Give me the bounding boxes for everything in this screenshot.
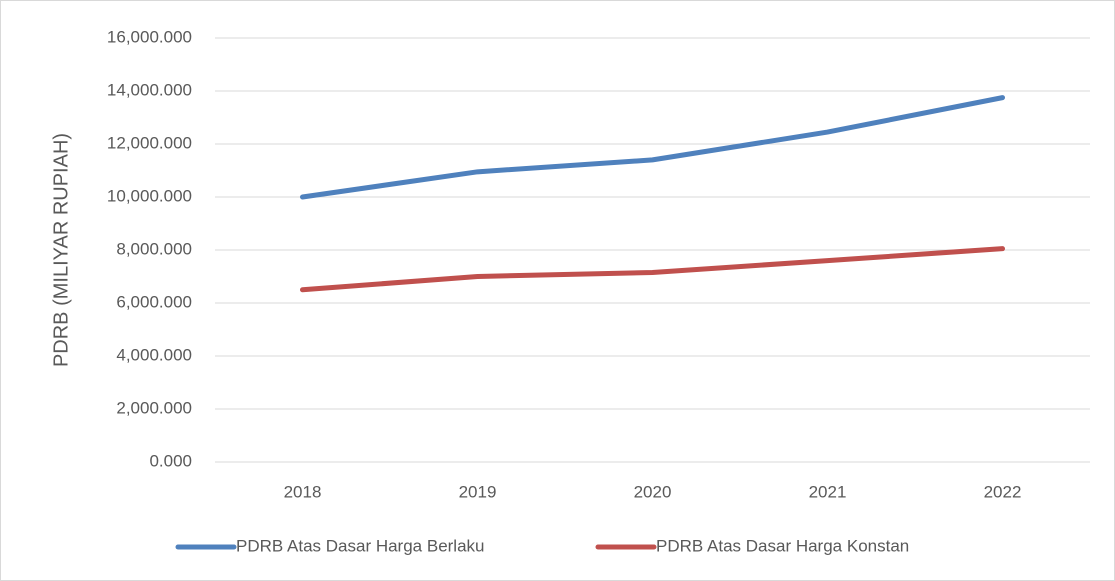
legend-label: PDRB Atas Dasar Harga Berlaku (236, 536, 485, 555)
y-tick-label: 0.000 (149, 451, 192, 470)
y-tick-label: 10,000.000 (107, 186, 192, 205)
x-tick-label: 2019 (459, 482, 497, 501)
y-tick-label: 16,000.000 (107, 27, 192, 46)
y-tick-label: 12,000.000 (107, 133, 192, 152)
x-tick-label: 2018 (284, 482, 322, 501)
y-tick-label: 6,000.000 (116, 292, 192, 311)
series-line (300, 95, 1005, 200)
y-tick-label: 8,000.000 (116, 239, 192, 258)
y-axis-label: PDRB (MILIYAR RUPIAH) (50, 133, 72, 367)
y-tick-label: 4,000.000 (116, 345, 192, 364)
series-line (300, 246, 1005, 293)
x-tick-label: 2020 (634, 482, 672, 501)
x-tick-label: 2022 (984, 482, 1022, 501)
x-tick-label: 2021 (809, 482, 847, 501)
y-tick-label: 2,000.000 (116, 398, 192, 417)
y-tick-label: 14,000.000 (107, 80, 192, 99)
legend-label: PDRB Atas Dasar Harga Konstan (656, 536, 909, 555)
